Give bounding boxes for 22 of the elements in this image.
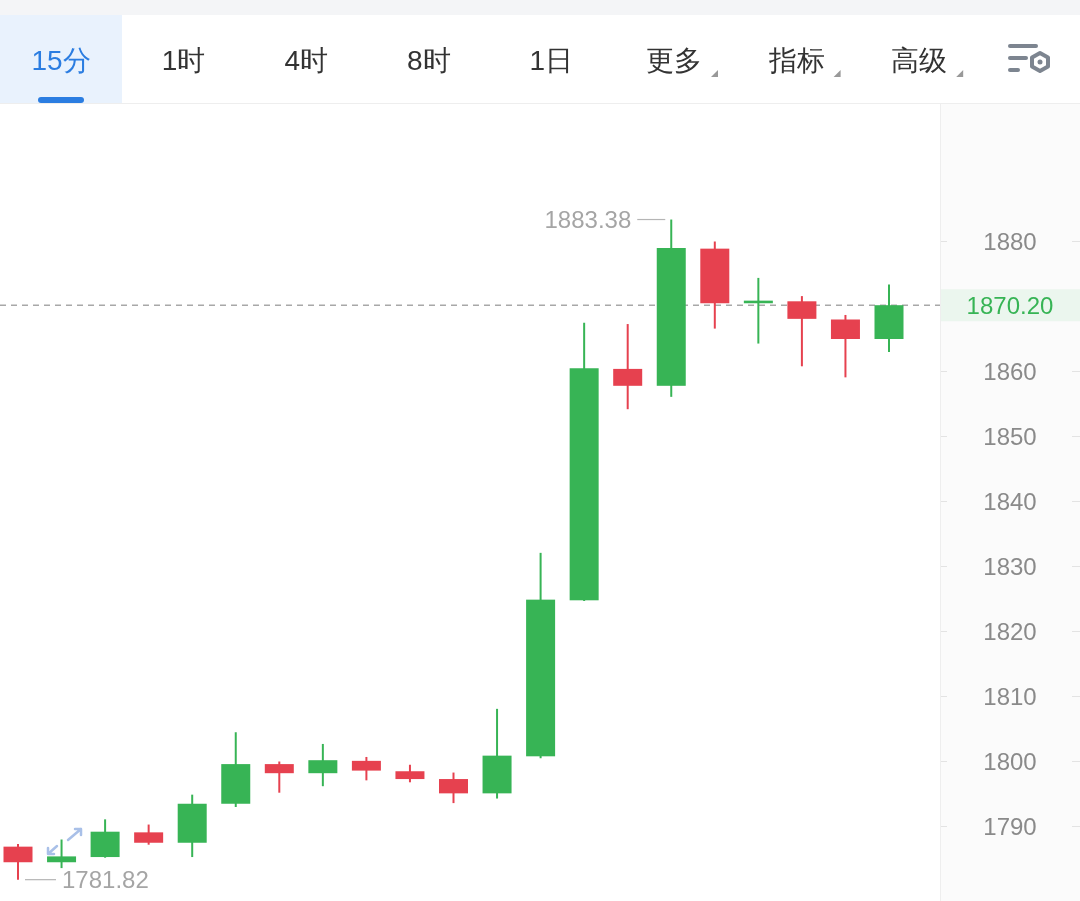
annotation: 1883.38	[544, 206, 632, 234]
text: 8时	[407, 44, 451, 76]
text: 指标	[767, 44, 825, 76]
y-tick-label: 1790	[983, 813, 1037, 840]
text: 1时	[161, 44, 206, 76]
text: 更多	[646, 44, 702, 76]
text: 1日	[529, 44, 574, 76]
y-tick-label: 1840	[983, 488, 1037, 515]
text: 高级	[891, 44, 948, 76]
text: 15分	[31, 44, 91, 76]
y-tick-label: 1850	[983, 423, 1037, 450]
y-tick-label: 1860	[983, 358, 1037, 385]
annotation: 1781.82	[62, 866, 149, 894]
y-tick-label: 1830	[983, 553, 1037, 580]
y-tick-label: 1810	[983, 683, 1037, 710]
y-tick-label: 1820	[983, 618, 1037, 645]
y-tick-label: 1880	[983, 228, 1037, 255]
y-tick-label: 1800	[983, 748, 1037, 775]
candlestick	[264, 760, 294, 794]
text: 4时	[284, 44, 328, 76]
candlestick	[47, 838, 77, 870]
ref-line-label: 1870.20	[966, 291, 1054, 319]
